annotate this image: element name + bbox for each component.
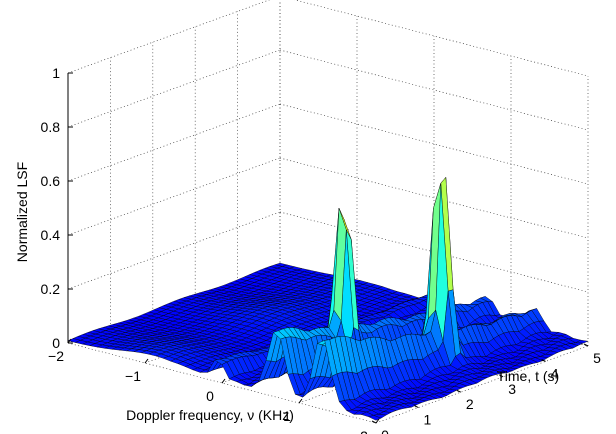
surface-layer [67, 176, 589, 421]
y-tick-label: 2 [466, 396, 474, 412]
y-tick-label: 0 [381, 427, 389, 434]
grid-line [279, 157, 589, 239]
z-tick-label: 0.2 [41, 281, 61, 297]
grid-line [279, 103, 589, 185]
x-tick-label: 0 [206, 388, 214, 404]
z-axis-label: Normalized LSF [14, 162, 30, 262]
x-tick [67, 338, 72, 344]
z-tick-label: 1 [52, 65, 60, 81]
y-axis-label: Time, t (s) [497, 368, 559, 384]
y-tick [498, 374, 504, 378]
z-tick-label: 0.6 [41, 173, 61, 189]
y-tick [583, 343, 589, 347]
x-tick [144, 358, 149, 364]
grid-line [67, 342, 377, 424]
y-tick-label: 3 [508, 381, 516, 397]
y-tick [456, 389, 462, 393]
y-tick-label: 4 [551, 365, 559, 381]
x-tick-label: −2 [48, 348, 64, 364]
grid-line [375, 345, 589, 424]
y-tick-label: 5 [593, 350, 601, 366]
x-tick-label: 1 [283, 408, 291, 424]
z-tick-label: 0 [52, 335, 60, 351]
grid-line [279, 211, 589, 293]
y-tick-label: 1 [424, 412, 432, 428]
grid-line [279, 49, 589, 131]
axis-layer: 0 0.2 0.4 0.6 0.8 1 −2 −1 0 1 2 0 1 2 3 4 5 [41, 65, 602, 434]
z-tick-label: 0.4 [41, 227, 61, 243]
x-tick-label: −1 [125, 368, 141, 384]
surface-patch [368, 415, 382, 421]
grid-line [67, 157, 281, 236]
y-tick [371, 420, 377, 424]
x-tick-label: 2 [360, 428, 368, 434]
grid-line [67, 211, 281, 290]
x-tick [221, 378, 226, 384]
grid-line [294, 0, 589, 77]
grid-line [67, 49, 281, 128]
x-tick [298, 398, 303, 404]
z-tick-label: 0.8 [41, 119, 61, 135]
x-tick [375, 418, 380, 424]
y-tick [541, 358, 546, 362]
y-tick [414, 405, 419, 409]
grid-line [67, 0, 271, 74]
x-axis-label: Doppler frequency, ν (KHz) [126, 407, 294, 423]
grid-line [67, 103, 281, 182]
